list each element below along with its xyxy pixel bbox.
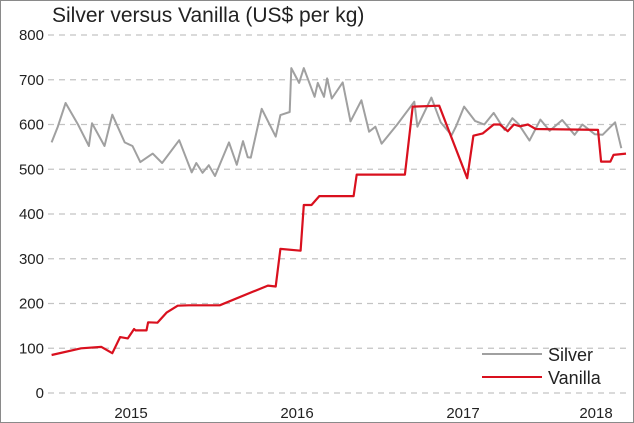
y-axis: 0 100 200 300 400 500 600 700 800 [19, 27, 44, 402]
legend: Silver Vanilla [482, 345, 602, 388]
y-tick-label: 600 [19, 117, 44, 134]
y-tick-label: 500 [19, 161, 44, 178]
y-tick-label: 300 [19, 251, 44, 268]
y-tick-label: 400 [19, 206, 44, 223]
x-tick-label: 2016 [280, 405, 313, 422]
gridlines [48, 34, 627, 394]
y-tick-label: 800 [19, 27, 44, 44]
chart-title: Silver versus Vanilla (US$ per kg) [52, 4, 365, 27]
y-tick-label: 100 [19, 340, 44, 357]
y-tick-label: 0 [36, 385, 44, 402]
x-axis: 2015 2016 2017 2018 [114, 405, 612, 422]
x-tick-label: 2015 [114, 405, 147, 422]
y-tick-label: 700 [19, 72, 44, 89]
legend-label-vanilla: Vanilla [548, 368, 602, 388]
series-lines [50, 67, 627, 357]
legend-label-silver: Silver [548, 345, 593, 365]
x-tick-label: 2018 [579, 405, 612, 422]
series-line-vanilla [51, 104, 627, 357]
series-line-silver [50, 67, 623, 177]
x-tick-label: 2017 [446, 405, 479, 422]
y-tick-label: 200 [19, 296, 44, 313]
